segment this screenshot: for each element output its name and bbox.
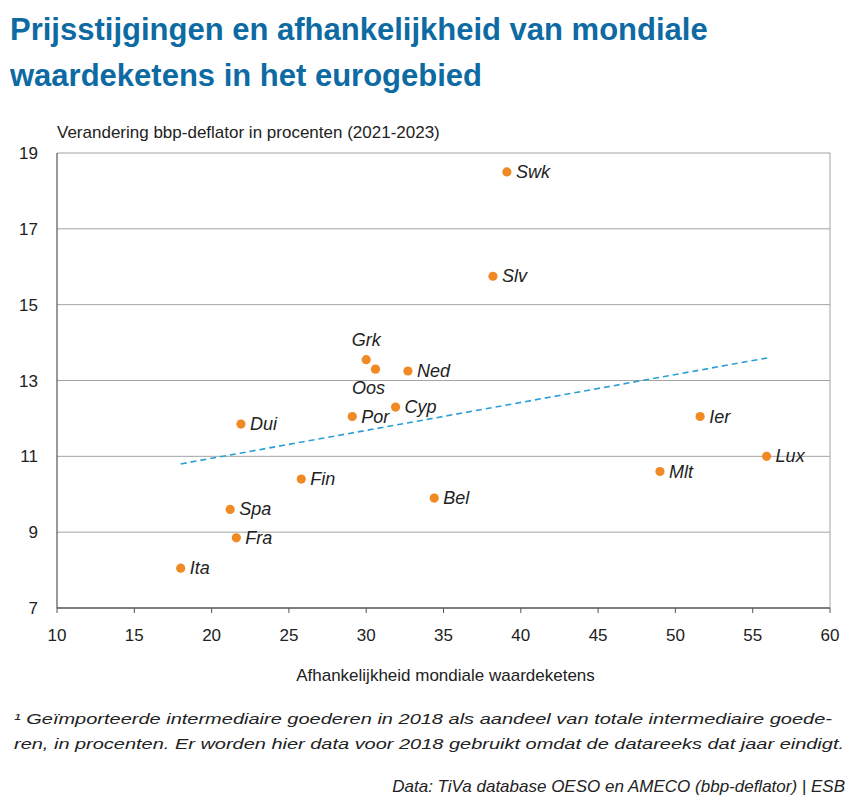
- x-tick-label: 60: [821, 626, 840, 645]
- x-tick: [520, 608, 521, 613]
- x-tick: [288, 608, 289, 613]
- point: [226, 505, 235, 514]
- x-tick: [675, 608, 676, 613]
- y-axis-line: [56, 153, 57, 608]
- point: [371, 365, 380, 374]
- x-tick-label: 20: [202, 626, 221, 645]
- point-label: Fin: [310, 469, 335, 489]
- x-tick: [134, 608, 135, 613]
- point: [297, 474, 306, 483]
- point-label: Bel: [443, 488, 470, 508]
- point-label: Swk: [516, 162, 551, 182]
- x-tick: [830, 608, 831, 613]
- point: [696, 412, 705, 421]
- point: [176, 564, 185, 573]
- x-tick-label: 40: [511, 626, 530, 645]
- y-tick-label: 13: [19, 372, 38, 391]
- grid-line: [57, 228, 830, 229]
- title: waardeketens in het eurogebied: [9, 58, 482, 93]
- title: Prijsstijgingen en afhankelijkheid van m…: [10, 12, 708, 47]
- point: [236, 420, 245, 429]
- grid-line: [57, 532, 830, 533]
- x-tick-label: 45: [589, 626, 608, 645]
- point: [391, 402, 400, 411]
- point: [430, 493, 439, 502]
- footnote: ¹ Geïmporteerde intermediaire goederen i…: [14, 711, 832, 727]
- x-tick: [443, 608, 444, 613]
- grid: [57, 153, 830, 608]
- x-tick-label: 50: [666, 626, 685, 645]
- y-tick-label: 17: [19, 220, 38, 239]
- point-label: Ita: [190, 558, 210, 578]
- trend-line: [181, 358, 768, 464]
- point-label: Lux: [776, 446, 806, 466]
- grid-line: [57, 456, 830, 457]
- point: [488, 272, 497, 281]
- x-tick-label: 30: [357, 626, 376, 645]
- y-tick-label: 7: [29, 599, 38, 618]
- grid-line: [57, 153, 830, 154]
- point-label: Grk: [352, 330, 382, 350]
- point: [762, 452, 771, 461]
- x-tick-label: 35: [434, 626, 453, 645]
- point-label: Spa: [239, 499, 271, 519]
- point: [232, 533, 241, 542]
- source: Data: TiVa database OESO en AMECO (bbp-d…: [392, 777, 845, 796]
- x-tick: [598, 608, 599, 613]
- point-label: Cyp: [405, 397, 437, 417]
- x-tick-label: 25: [279, 626, 298, 645]
- x-tick: [57, 608, 58, 613]
- point-label: Mlt: [669, 462, 694, 482]
- point-label: Fra: [245, 528, 272, 548]
- x-tick-label: 55: [743, 626, 762, 645]
- plot-frame: [830, 153, 831, 608]
- x-tick: [211, 608, 212, 613]
- x-tick-label: 10: [48, 626, 67, 645]
- chart: Prijsstijgingen en afhankelijkheid van m…: [0, 0, 859, 808]
- point-label: Dui: [250, 414, 278, 434]
- point-label: Oos: [352, 378, 385, 398]
- point-label: Por: [361, 407, 390, 427]
- point: [348, 412, 357, 421]
- y-axis-title: Verandering bbp-deflator in procenten (2…: [57, 123, 440, 142]
- x-tick: [366, 608, 367, 613]
- y-tick-label: 11: [20, 447, 38, 466]
- point: [502, 167, 511, 176]
- y-tick-label: 15: [19, 296, 38, 315]
- point-label: Ier: [709, 407, 731, 427]
- x-tick: [752, 608, 753, 613]
- footnote: ren, in procenten. Er worden hier data v…: [14, 736, 844, 752]
- y-tick-label: 9: [29, 523, 38, 542]
- grid-line: [57, 304, 830, 305]
- x-tick-label: 15: [125, 626, 144, 645]
- point-label: Ned: [417, 361, 451, 381]
- x-axis-title: Afhankelijkheid mondiale waardeketens: [296, 666, 595, 685]
- point-label: Slv: [502, 266, 528, 286]
- data-layer: [176, 167, 771, 572]
- point: [362, 355, 371, 364]
- point: [655, 467, 664, 476]
- point: [403, 366, 412, 375]
- y-tick-label: 19: [19, 144, 38, 163]
